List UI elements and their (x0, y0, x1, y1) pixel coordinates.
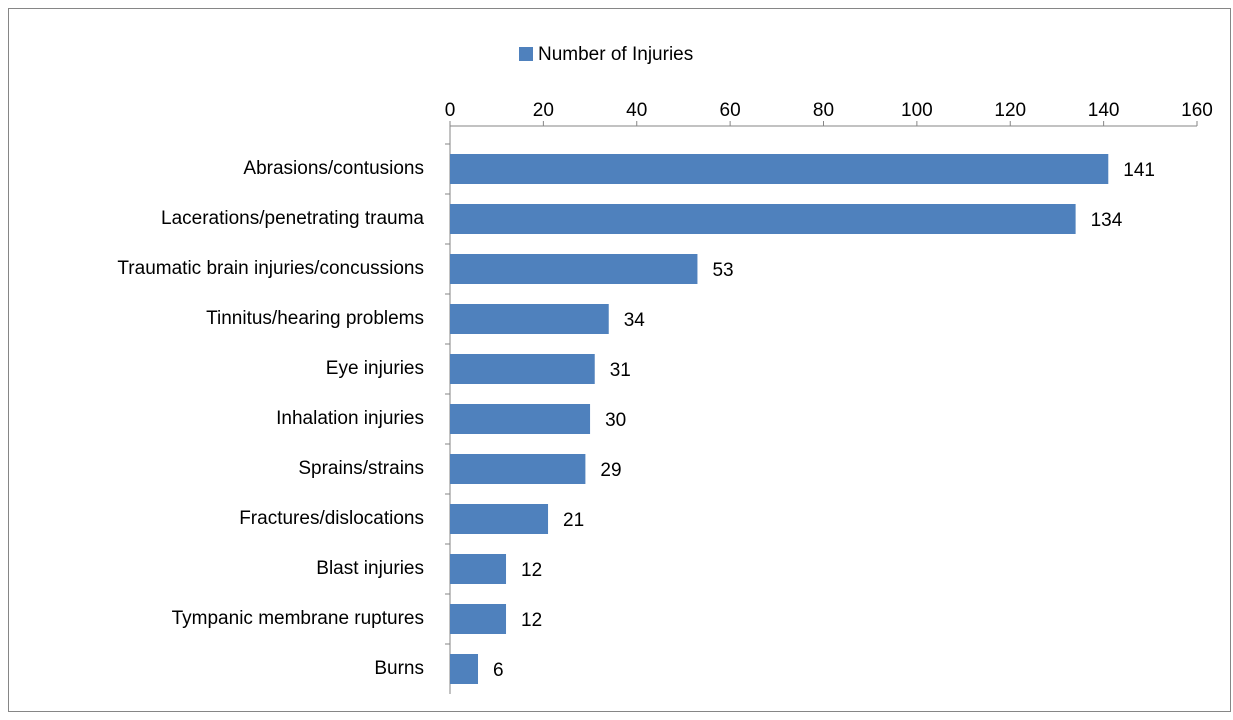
data-label: 30 (605, 410, 626, 431)
y-tick-label: Sprains/strains (298, 458, 424, 479)
x-tick-label: 80 (813, 100, 834, 121)
y-tick-label: Traumatic brain injuries/concussions (117, 258, 424, 279)
bar (450, 604, 507, 634)
data-label: 12 (521, 560, 542, 581)
y-tick-label: Burns (374, 658, 424, 679)
y-tick-label: Blast injuries (316, 558, 424, 579)
data-label: 141 (1123, 160, 1155, 181)
y-tick-label: Fractures/dislocations (239, 508, 424, 529)
bar (450, 554, 507, 584)
bar (450, 504, 549, 534)
x-tick-label: 40 (626, 100, 647, 121)
bar (450, 454, 586, 484)
y-tick-label: Lacerations/penetrating trauma (161, 208, 424, 229)
x-tick-label: 140 (1088, 100, 1120, 121)
x-tick-label: 120 (994, 100, 1026, 121)
y-tick-label: Inhalation injuries (276, 408, 424, 429)
x-tick-label: 60 (720, 100, 741, 121)
y-tick-label: Tinnitus/hearing problems (206, 308, 424, 329)
y-tick-label: Abrasions/contusions (243, 158, 424, 179)
data-label: 29 (600, 460, 621, 481)
x-tick-label: 160 (1181, 100, 1213, 121)
bar (450, 154, 1109, 184)
legend-swatch (519, 47, 533, 61)
legend-label: Number of Injuries (538, 44, 693, 65)
data-label: 34 (624, 310, 646, 331)
bar (450, 654, 479, 684)
data-label: 134 (1091, 210, 1123, 231)
bar (450, 254, 698, 284)
x-tick-label: 100 (901, 100, 933, 121)
y-tick-label: Eye injuries (326, 358, 424, 379)
data-label: 12 (521, 610, 542, 631)
bar (450, 354, 595, 384)
data-label: 6 (493, 660, 504, 681)
data-label: 21 (563, 510, 584, 531)
data-label: 53 (712, 260, 733, 281)
bar (450, 404, 591, 434)
x-tick-label: 20 (533, 100, 554, 121)
y-tick-label: Tympanic membrane ruptures (172, 608, 424, 629)
bar (450, 204, 1076, 234)
bar (450, 304, 609, 334)
x-tick-label: 0 (445, 100, 456, 121)
data-label: 31 (610, 360, 631, 381)
